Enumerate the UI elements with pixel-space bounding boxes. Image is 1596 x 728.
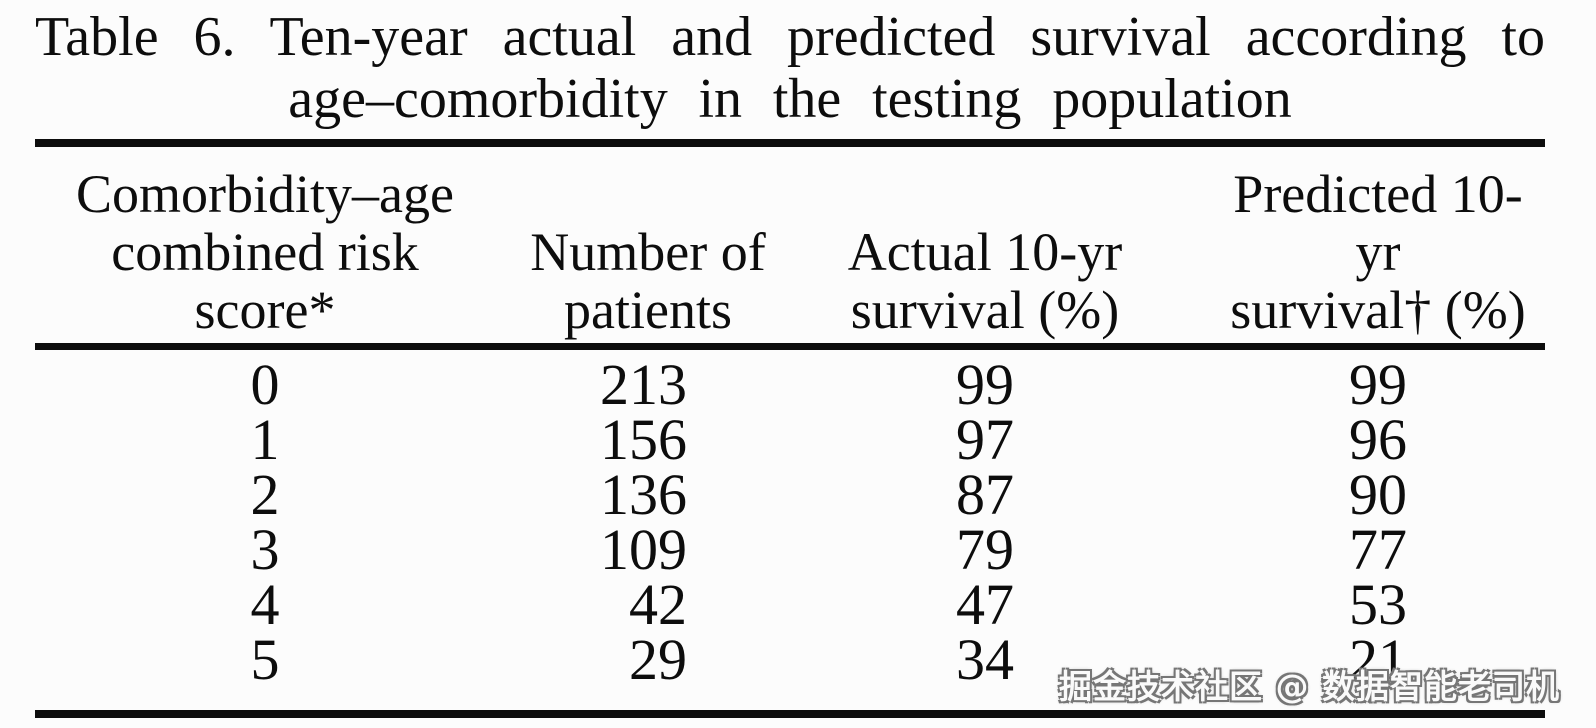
column-header-predicted-survival: Predicted 10-yr survival† (%) — [1169, 165, 1545, 339]
bottom-rule — [35, 710, 1545, 718]
table-caption-line-2: age–comorbidity in the testing populatio… — [288, 68, 1292, 130]
table-caption-line-1: Table 6. Ten-year actual and predicted s… — [35, 6, 1545, 68]
cell-score: 0 — [250, 352, 280, 417]
cell-actual: 87 — [956, 462, 1014, 527]
cell-predicted: 77 — [1349, 517, 1407, 582]
header-rule — [35, 343, 1545, 350]
column-header-predicted-line: Predicted 10-yr — [1233, 164, 1523, 282]
cell-actual: 79 — [956, 517, 1014, 582]
table-header-row: Comorbidity–age combined risk score* Num… — [35, 150, 1545, 341]
cell-patients: 213 — [600, 352, 687, 417]
cell-predicted: 90 — [1349, 462, 1407, 527]
cell-actual: 34 — [956, 627, 1014, 692]
cell-score: 2 — [250, 462, 280, 527]
column-header-actual-line: survival (%) — [850, 280, 1120, 340]
column-header-score-line: score* — [194, 280, 336, 340]
cell-patients: 42 — [629, 572, 687, 637]
cell-predicted: 99 — [1349, 352, 1407, 417]
cell-predicted: 53 — [1349, 572, 1407, 637]
column-header-score-line: Comorbidity–age — [76, 164, 454, 224]
cell-score: 4 — [250, 572, 280, 637]
column-header-score-line: combined risk — [111, 222, 419, 282]
table-body: 0 213 99 99 1 156 97 96 2 136 87 90 3 10… — [35, 352, 1545, 692]
table-caption: Table 6. Ten-year actual and predicted s… — [35, 6, 1545, 130]
column-header-patients-line: patients — [564, 280, 732, 340]
cell-patients: 109 — [600, 517, 687, 582]
column-header-score: Comorbidity–age combined risk score* — [35, 165, 495, 339]
column-header-actual-line: Actual 10-yr — [847, 222, 1123, 282]
cell-score: 5 — [250, 627, 280, 692]
top-rule — [35, 139, 1545, 147]
cell-actual: 47 — [956, 572, 1014, 637]
cell-score: 1 — [250, 407, 280, 472]
cell-actual: 99 — [956, 352, 1014, 417]
cell-patients: 156 — [600, 407, 687, 472]
column-header-patients-line: Number of — [530, 222, 766, 282]
cell-predicted: 96 — [1349, 407, 1407, 472]
cell-patients: 136 — [600, 462, 687, 527]
column-header-predicted-line: survival† (%) — [1230, 280, 1526, 340]
cell-actual: 97 — [956, 407, 1014, 472]
column-header-actual-survival: Actual 10-yr survival (%) — [801, 223, 1169, 339]
watermark: 掘金技术社区 @ 数据智能老司机 — [1059, 667, 1560, 706]
cell-score: 3 — [250, 517, 280, 582]
column-header-patients: Number of patients — [495, 223, 801, 339]
cell-predicted: 21 — [1349, 627, 1407, 692]
cell-patients: 29 — [629, 627, 687, 692]
